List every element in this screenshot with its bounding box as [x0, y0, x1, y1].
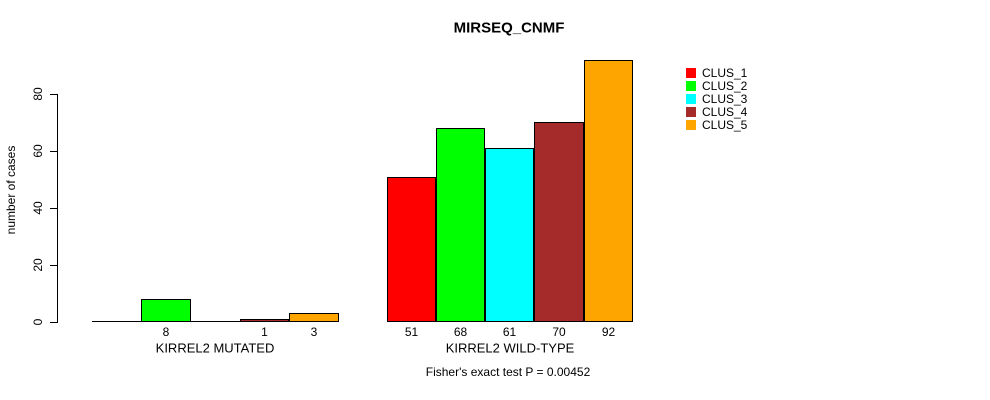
legend-label: CLUS_4 [702, 105, 748, 120]
legend-item-clus-4: CLUS_4 [686, 106, 747, 119]
bar-value-label: 92 [601, 325, 616, 339]
y-axis-tick-label: 60 [31, 144, 45, 158]
legend-swatch-clus-2 [686, 81, 696, 92]
legend-label: CLUS_5 [702, 118, 748, 132]
bar-value-label: 1 [261, 325, 268, 339]
legend-item-clus-1: CLUS_1 [686, 67, 747, 80]
bar-clus-4-kirrel2-mutated [240, 319, 289, 322]
y-axis-tick [50, 207, 57, 209]
bar-clus-3-kirrel2-wild-type [485, 148, 534, 322]
legend-swatch-clus-5 [686, 120, 696, 130]
legend-label: CLUS_2 [702, 79, 748, 94]
bar-clus-1-kirrel2-wild-type [387, 177, 436, 322]
chart-title: MIRSEQ_CNMF [453, 19, 565, 37]
bar-clus-1-kirrel2-mutated-zero [92, 321, 141, 322]
legend-swatch-clus-1 [686, 68, 696, 79]
fisher-test-annotation: Fisher's exact test P = 0.00452 [425, 365, 591, 379]
bar-clus-3-kirrel2-mutated-zero [191, 321, 240, 322]
legend-swatch-clus-4 [686, 107, 696, 118]
bar-value-label: 8 [162, 325, 170, 339]
y-axis-tick [50, 150, 57, 152]
bar-clus-4-kirrel2-wild-type [534, 122, 584, 322]
y-axis-tick-label: 80 [31, 87, 45, 101]
legend-swatch-clus-3 [686, 94, 696, 105]
bar-value-label: 70 [552, 325, 566, 339]
bar-clus-5-kirrel2-mutated [289, 313, 339, 322]
bar-clus-5-kirrel2-wild-type [584, 60, 633, 322]
bar-value-label: 51 [404, 325, 419, 339]
bar-value-label: 3 [310, 325, 318, 339]
y-axis-tick [50, 93, 57, 95]
y-axis-tick-label: 20 [31, 258, 45, 272]
legend-item-clus-3: CLUS_3 [686, 93, 747, 106]
y-axis-label: number of cases [4, 145, 18, 235]
bar-clus-2-kirrel2-wild-type [436, 128, 485, 322]
y-axis-tick [50, 321, 57, 323]
bar-value-label: 68 [453, 325, 468, 339]
legend-item-clus-2: CLUS_2 [686, 80, 747, 93]
x-group-label-mutated: KIRREL2 MUTATED [155, 340, 275, 356]
legend: CLUS_1 CLUS_2 CLUS_3 CLUS_4 CLUS_5 [686, 67, 747, 131]
y-axis-line [57, 94, 58, 323]
bar-clus-2-kirrel2-mutated [141, 299, 191, 322]
legend-item-clus-5: CLUS_5 [686, 119, 747, 132]
bar-value-label: 61 [502, 325, 517, 339]
legend-label: CLUS_1 [702, 66, 748, 81]
x-group-label-wild-type: KIRREL2 WILD-TYPE [445, 340, 575, 356]
y-axis-tick-label: 0 [31, 318, 45, 326]
y-axis-tick-label: 40 [31, 201, 45, 215]
y-axis-tick [50, 264, 57, 266]
legend-label: CLUS_3 [702, 92, 748, 107]
